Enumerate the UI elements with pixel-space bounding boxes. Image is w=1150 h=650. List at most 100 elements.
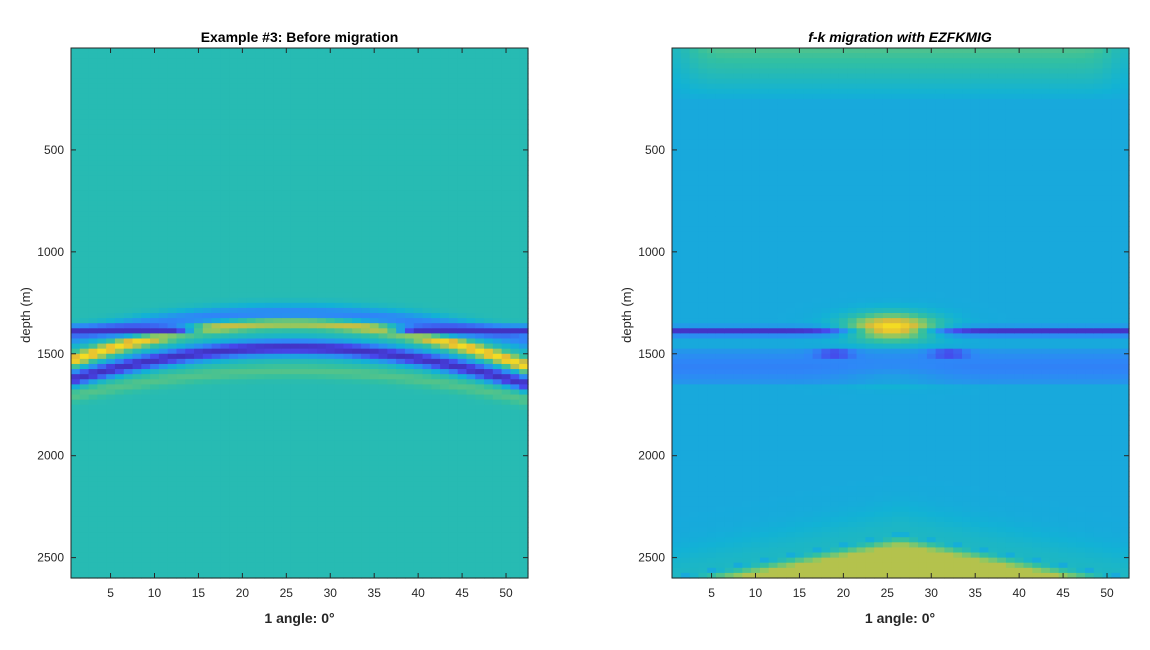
heatmap-cell	[264, 63, 274, 69]
heatmap-cell	[220, 567, 230, 574]
heatmap-cell	[352, 267, 362, 273]
heatmap-cell	[352, 211, 362, 217]
heatmap-cell	[413, 521, 424, 528]
heatmap-cell	[378, 262, 388, 268]
heatmap-cell	[79, 430, 90, 436]
heatmap-cell	[220, 216, 230, 222]
heatmap-cell	[158, 516, 169, 523]
heatmap-cell	[132, 318, 142, 324]
heatmap-cell	[475, 231, 485, 238]
heatmap-cell	[106, 425, 116, 431]
heatmap-cell	[431, 211, 441, 217]
heatmap-cell	[378, 48, 388, 54]
heatmap-cell	[71, 414, 81, 421]
heatmap-cell	[343, 170, 353, 177]
heatmap-cell	[317, 414, 327, 421]
heatmap-cell	[185, 562, 195, 569]
heatmap-cell	[325, 236, 336, 243]
heatmap-cell	[334, 53, 345, 59]
heatmap-cell	[255, 435, 265, 442]
heatmap-cell	[158, 149, 169, 156]
heatmap-cell	[361, 195, 371, 202]
heatmap-cell	[220, 63, 230, 69]
heatmap-cell	[422, 537, 432, 543]
heatmap-cell	[343, 430, 353, 436]
heatmap-cell	[150, 165, 160, 171]
heatmap-cell	[475, 48, 485, 54]
heatmap-cell	[352, 440, 362, 447]
heatmap-cell	[343, 516, 353, 523]
heatmap-cell	[246, 481, 257, 487]
heatmap-cell	[299, 425, 309, 431]
heatmap-cell	[114, 231, 125, 238]
heatmap-cell	[229, 139, 239, 146]
heatmap-cell	[132, 363, 142, 370]
heatmap-cell	[194, 532, 204, 538]
heatmap-cell	[167, 68, 178, 75]
heatmap-cell	[132, 114, 142, 120]
heatmap-cell	[264, 358, 274, 365]
heatmap-cell	[150, 547, 160, 554]
heatmap-cell	[167, 58, 178, 64]
heatmap-cell	[88, 287, 98, 294]
heatmap-cell	[255, 552, 265, 559]
heatmap-cell	[317, 205, 327, 212]
heatmap-cell	[273, 521, 283, 528]
heatmap-cell	[343, 511, 353, 518]
heatmap-cell	[79, 506, 90, 513]
heatmap-cell	[264, 241, 274, 248]
heatmap-cell	[396, 93, 406, 100]
heatmap-cell	[255, 338, 265, 345]
heatmap-cell	[273, 547, 283, 554]
heatmap-cell	[229, 170, 239, 177]
heatmap-cell	[334, 481, 345, 487]
heatmap-cell	[378, 114, 388, 120]
heatmap-cell	[176, 109, 186, 115]
heatmap-cell	[211, 175, 222, 182]
heatmap-cell	[290, 205, 301, 212]
heatmap-cell	[97, 338, 107, 345]
heatmap-cell	[106, 88, 116, 95]
heatmap-cell	[413, 353, 424, 360]
heatmap-cell	[396, 496, 406, 503]
heatmap-cell	[114, 63, 125, 69]
heatmap-cell	[237, 139, 248, 146]
heatmap-cell	[237, 205, 248, 212]
heatmap-cell	[290, 149, 301, 156]
heatmap-cell	[114, 98, 125, 105]
heatmap-cell	[475, 149, 485, 156]
heatmap-cell	[220, 134, 230, 141]
heatmap-cell	[290, 557, 301, 564]
heatmap-cell	[264, 149, 274, 156]
heatmap-cell	[422, 93, 432, 100]
heatmap-cell	[123, 93, 134, 100]
heatmap-cell	[158, 200, 169, 207]
heatmap-cell	[361, 251, 371, 258]
heatmap-cell	[317, 353, 327, 360]
heatmap-cell	[229, 343, 239, 350]
heatmap-cell	[422, 379, 432, 385]
heatmap-cell	[448, 53, 459, 59]
heatmap-cell	[211, 267, 222, 273]
heatmap-cell	[484, 521, 494, 528]
heatmap-cell	[141, 307, 151, 314]
heatmap-cell	[167, 369, 178, 375]
heatmap-cell	[299, 114, 309, 120]
heatmap-cell	[352, 124, 362, 131]
heatmap-cell	[220, 297, 230, 304]
heatmap-cell	[106, 323, 116, 329]
heatmap-cell	[88, 338, 98, 345]
heatmap-cell	[88, 134, 98, 141]
heatmap-cell	[141, 149, 151, 156]
heatmap-cell	[387, 404, 397, 411]
heatmap-cell	[299, 216, 309, 222]
heatmap-cell	[361, 221, 371, 227]
heatmap-cell	[396, 379, 406, 385]
heatmap-cell	[114, 414, 125, 421]
heatmap-cell	[317, 114, 327, 120]
heatmap-cell	[220, 313, 230, 319]
heatmap-cell	[334, 547, 345, 554]
heatmap-cell	[150, 348, 160, 355]
heatmap-cell	[334, 562, 345, 569]
heatmap-cell	[484, 58, 494, 64]
